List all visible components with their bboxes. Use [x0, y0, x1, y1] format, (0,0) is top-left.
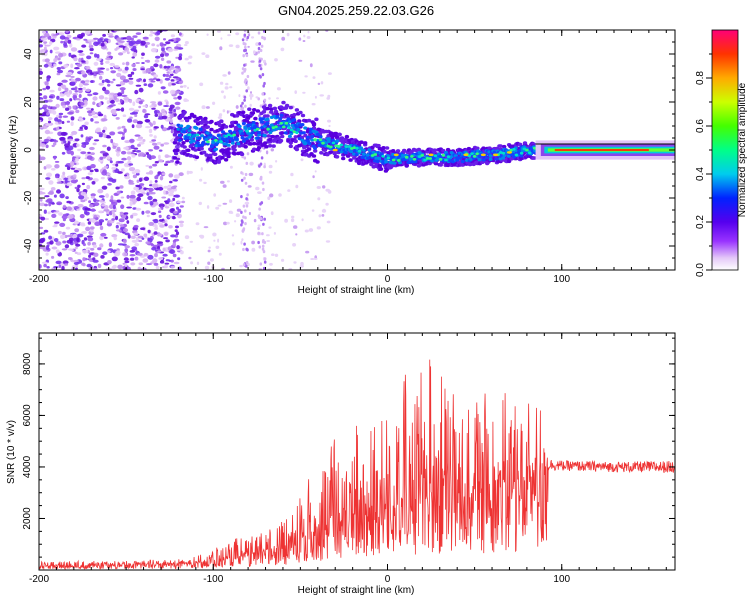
snr-x-label: Height of straight line (km)	[298, 585, 415, 596]
colorbar-tick-label: 0.4	[695, 167, 706, 181]
colorbar	[711, 29, 739, 271]
spectrogram-x-tick-label: 100	[553, 274, 570, 285]
snr-y-tick-label: 6000	[22, 404, 33, 427]
snr-y-tick-label: 8000	[22, 352, 33, 375]
colorbar-label: Normalized spectral amplitude	[737, 82, 748, 217]
snr-x-tick-label: 100	[553, 574, 570, 585]
snr-y-tick-label: 2000	[22, 507, 33, 530]
spectrogram-y-label: Frequency (Hz)	[8, 116, 19, 185]
snr-x-tick-label: -100	[203, 574, 223, 585]
snr-x-tick-label: 0	[385, 574, 391, 585]
colorbar-tick-label: 0.6	[695, 119, 706, 133]
snr-y-label: SNR (10 * v/v)	[6, 420, 17, 484]
spectrogram-y-tick-label: 20	[23, 96, 34, 108]
spectrogram-y-tick-label: -40	[23, 238, 34, 253]
chart-title: GN04.2025.259.22.03.G26	[278, 3, 434, 18]
colorbar-tick-label: 0.8	[695, 71, 706, 85]
spectrogram-tail	[535, 140, 675, 160]
spectrogram-x-tick-label: 0	[385, 274, 391, 285]
spectrogram-y-tick-label: 40	[23, 48, 34, 60]
colorbar-ticks: 0.0 0.2 0.4 0.6 0.8	[695, 53, 712, 277]
spectrogram-y-tick-label: -20	[23, 190, 34, 205]
spectrogram-heatmap	[39, 30, 675, 270]
spectrogram-noise	[39, 30, 332, 270]
colorbar-tick-label: 0.2	[695, 215, 706, 229]
spectrogram-y-tick-label: 0	[23, 147, 34, 153]
snr-y-tick-label: 4000	[22, 455, 33, 478]
snr-axes: -200 -100 0 100 2000 4000 6000 8000	[22, 333, 675, 585]
snr-x-tick-label: -200	[29, 574, 49, 585]
spectrogram-x-label: Height of straight line (km)	[298, 285, 415, 296]
snr-series	[39, 359, 675, 570]
spectrogram-x-tick-label: -100	[203, 274, 223, 285]
snr-line	[39, 359, 675, 570]
spectrogram-ridge	[172, 100, 540, 173]
spectrogram-x-tick-label: -200	[29, 274, 49, 285]
snr-frame	[38, 332, 676, 571]
colorbar-tick-label: 0.0	[695, 263, 706, 277]
